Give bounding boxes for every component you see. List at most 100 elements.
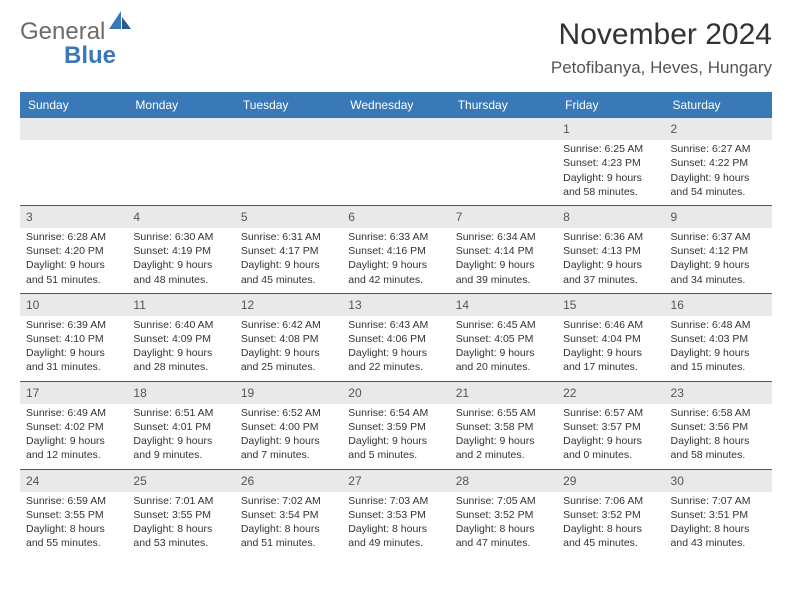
day-body: Sunrise: 7:01 AMSunset: 3:55 PMDaylight:… [127, 492, 234, 557]
day-cell: 5Sunrise: 6:31 AMSunset: 4:17 PMDaylight… [235, 206, 342, 293]
day-number: 15 [557, 294, 664, 316]
daylight-line: Daylight: 8 hours and 58 minutes. [671, 434, 766, 462]
daylight-line: Daylight: 8 hours and 47 minutes. [456, 522, 551, 550]
sunrise-line: Sunrise: 7:05 AM [456, 494, 551, 508]
day-body: Sunrise: 6:52 AMSunset: 4:00 PMDaylight:… [235, 404, 342, 469]
daylight-line: Daylight: 9 hours and 42 minutes. [348, 258, 443, 286]
sunrise-line: Sunrise: 6:36 AM [563, 230, 658, 244]
empty-cell [20, 118, 127, 205]
sunrise-line: Sunrise: 6:37 AM [671, 230, 766, 244]
empty-cell [342, 118, 449, 205]
day-body: Sunrise: 6:33 AMSunset: 4:16 PMDaylight:… [342, 228, 449, 293]
day-number: 10 [20, 294, 127, 316]
day-cell: 11Sunrise: 6:40 AMSunset: 4:09 PMDayligh… [127, 294, 234, 381]
day-number: 28 [450, 470, 557, 492]
day-cell: 23Sunrise: 6:58 AMSunset: 3:56 PMDayligh… [665, 382, 772, 469]
daylight-line: Daylight: 9 hours and 37 minutes. [563, 258, 658, 286]
day-cell: 10Sunrise: 6:39 AMSunset: 4:10 PMDayligh… [20, 294, 127, 381]
sunrise-line: Sunrise: 6:40 AM [133, 318, 228, 332]
day-number [235, 118, 342, 140]
sunrise-line: Sunrise: 7:01 AM [133, 494, 228, 508]
sunset-line: Sunset: 3:51 PM [671, 508, 766, 522]
sunset-line: Sunset: 4:23 PM [563, 156, 658, 170]
day-body: Sunrise: 7:07 AMSunset: 3:51 PMDaylight:… [665, 492, 772, 557]
sunset-line: Sunset: 3:57 PM [563, 420, 658, 434]
sunset-line: Sunset: 4:12 PM [671, 244, 766, 258]
sunrise-line: Sunrise: 6:42 AM [241, 318, 336, 332]
day-body: Sunrise: 6:36 AMSunset: 4:13 PMDaylight:… [557, 228, 664, 293]
day-body: Sunrise: 6:34 AMSunset: 4:14 PMDaylight:… [450, 228, 557, 293]
sunset-line: Sunset: 3:55 PM [26, 508, 121, 522]
day-number: 13 [342, 294, 449, 316]
sunrise-line: Sunrise: 7:02 AM [241, 494, 336, 508]
location-subtitle: Petofibanya, Heves, Hungary [551, 58, 772, 78]
empty-cell [235, 118, 342, 205]
sunrise-line: Sunrise: 6:51 AM [133, 406, 228, 420]
day-cell: 9Sunrise: 6:37 AMSunset: 4:12 PMDaylight… [665, 206, 772, 293]
day-number: 18 [127, 382, 234, 404]
weekday-label: Tuesday [235, 92, 342, 118]
daylight-line: Daylight: 9 hours and 5 minutes. [348, 434, 443, 462]
day-cell: 15Sunrise: 6:46 AMSunset: 4:04 PMDayligh… [557, 294, 664, 381]
sunrise-line: Sunrise: 7:03 AM [348, 494, 443, 508]
sunset-line: Sunset: 3:59 PM [348, 420, 443, 434]
sunset-line: Sunset: 4:20 PM [26, 244, 121, 258]
day-cell: 8Sunrise: 6:36 AMSunset: 4:13 PMDaylight… [557, 206, 664, 293]
daylight-line: Daylight: 9 hours and 25 minutes. [241, 346, 336, 374]
sunset-line: Sunset: 3:58 PM [456, 420, 551, 434]
sunset-line: Sunset: 4:16 PM [348, 244, 443, 258]
daylight-line: Daylight: 9 hours and 39 minutes. [456, 258, 551, 286]
sunset-line: Sunset: 3:53 PM [348, 508, 443, 522]
daylight-line: Daylight: 8 hours and 53 minutes. [133, 522, 228, 550]
day-cell: 20Sunrise: 6:54 AMSunset: 3:59 PMDayligh… [342, 382, 449, 469]
day-number: 1 [557, 118, 664, 140]
daylight-line: Daylight: 9 hours and 48 minutes. [133, 258, 228, 286]
sunset-line: Sunset: 3:52 PM [456, 508, 551, 522]
sunrise-line: Sunrise: 6:34 AM [456, 230, 551, 244]
empty-cell [450, 118, 557, 205]
day-cell: 16Sunrise: 6:48 AMSunset: 4:03 PMDayligh… [665, 294, 772, 381]
sunrise-line: Sunrise: 6:39 AM [26, 318, 121, 332]
sunrise-line: Sunrise: 6:49 AM [26, 406, 121, 420]
day-number: 11 [127, 294, 234, 316]
sunset-line: Sunset: 4:13 PM [563, 244, 658, 258]
sunrise-line: Sunrise: 6:46 AM [563, 318, 658, 332]
week-row: 1Sunrise: 6:25 AMSunset: 4:23 PMDaylight… [20, 118, 772, 205]
day-cell: 3Sunrise: 6:28 AMSunset: 4:20 PMDaylight… [20, 206, 127, 293]
day-number: 6 [342, 206, 449, 228]
day-body: Sunrise: 6:39 AMSunset: 4:10 PMDaylight:… [20, 316, 127, 381]
day-body: Sunrise: 6:25 AMSunset: 4:23 PMDaylight:… [557, 140, 664, 205]
sunrise-line: Sunrise: 7:06 AM [563, 494, 658, 508]
weekday-label: Friday [557, 92, 664, 118]
day-number [20, 118, 127, 140]
header: General Blue November 2024 Petofibanya, … [20, 18, 772, 78]
sunset-line: Sunset: 4:03 PM [671, 332, 766, 346]
sunset-line: Sunset: 4:01 PM [133, 420, 228, 434]
sunrise-line: Sunrise: 6:45 AM [456, 318, 551, 332]
daylight-line: Daylight: 9 hours and 22 minutes. [348, 346, 443, 374]
day-body: Sunrise: 6:40 AMSunset: 4:09 PMDaylight:… [127, 316, 234, 381]
day-body: Sunrise: 7:02 AMSunset: 3:54 PMDaylight:… [235, 492, 342, 557]
weekday-label: Sunday [20, 92, 127, 118]
day-number: 9 [665, 206, 772, 228]
daylight-line: Daylight: 9 hours and 17 minutes. [563, 346, 658, 374]
day-number: 19 [235, 382, 342, 404]
day-number: 27 [342, 470, 449, 492]
day-body: Sunrise: 6:46 AMSunset: 4:04 PMDaylight:… [557, 316, 664, 381]
day-cell: 22Sunrise: 6:57 AMSunset: 3:57 PMDayligh… [557, 382, 664, 469]
weekday-label: Thursday [450, 92, 557, 118]
day-cell: 25Sunrise: 7:01 AMSunset: 3:55 PMDayligh… [127, 470, 234, 557]
sunrise-line: Sunrise: 6:55 AM [456, 406, 551, 420]
sunset-line: Sunset: 4:09 PM [133, 332, 228, 346]
weekday-label: Monday [127, 92, 234, 118]
day-body: Sunrise: 6:57 AMSunset: 3:57 PMDaylight:… [557, 404, 664, 469]
weekday-label: Saturday [665, 92, 772, 118]
sunset-line: Sunset: 4:14 PM [456, 244, 551, 258]
daylight-line: Daylight: 9 hours and 7 minutes. [241, 434, 336, 462]
day-body: Sunrise: 6:31 AMSunset: 4:17 PMDaylight:… [235, 228, 342, 293]
weekday-header: Sunday Monday Tuesday Wednesday Thursday… [20, 92, 772, 118]
daylight-line: Daylight: 9 hours and 15 minutes. [671, 346, 766, 374]
sunrise-line: Sunrise: 6:27 AM [671, 142, 766, 156]
sunset-line: Sunset: 4:05 PM [456, 332, 551, 346]
day-body: Sunrise: 6:59 AMSunset: 3:55 PMDaylight:… [20, 492, 127, 557]
